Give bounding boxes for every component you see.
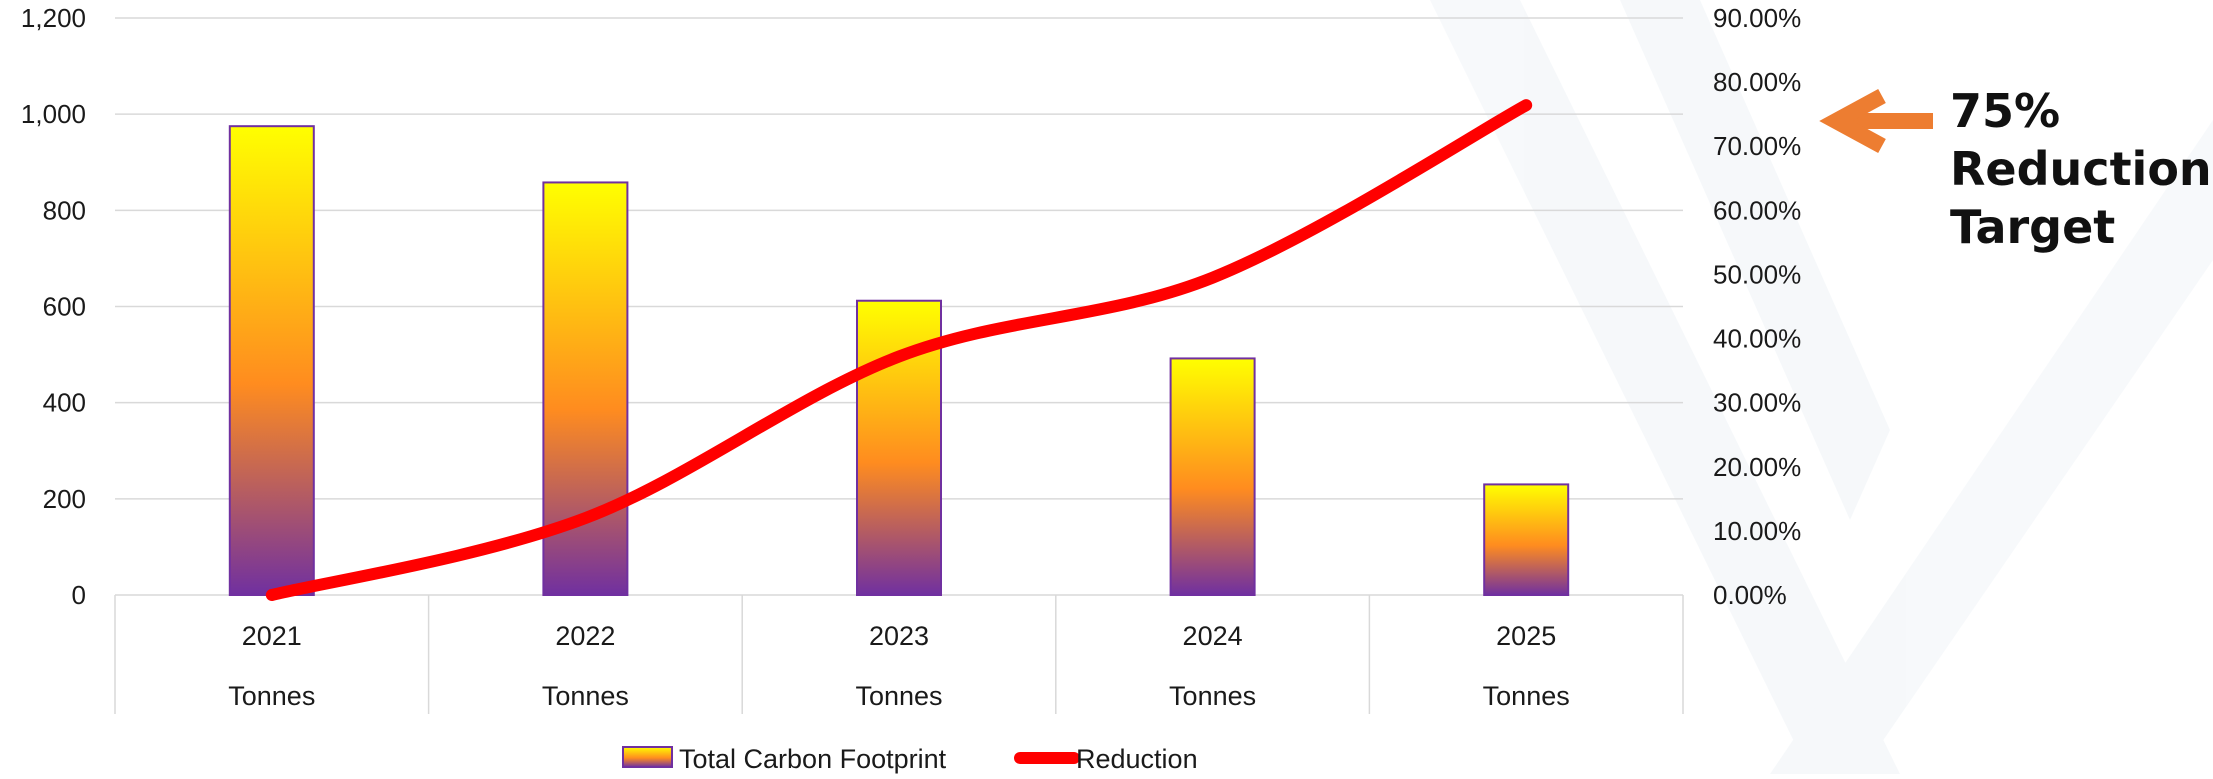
y-right-tick-label: 80.00% [1713,67,1801,97]
y-right-tick-label: 30.00% [1713,388,1801,418]
bar [1484,484,1568,595]
x-category-label: 2024 [1183,621,1243,651]
y-left-tick-label: 0 [72,580,86,610]
x-subcategory-label: Tonnes [1483,681,1570,711]
annotation-text-line: Reduction [1950,142,2212,196]
legend-label-bar: Total Carbon Footprint [679,744,947,774]
x-category-label: 2022 [555,621,615,651]
y-right-tick-label: 20.00% [1713,452,1801,482]
y-right-tick-label: 90.00% [1713,3,1801,33]
y-right-tick-label: 10.00% [1713,516,1801,546]
legend-swatch-bar [623,747,672,767]
y-left-tick-label: 1,200 [21,3,86,33]
watermark-shape [1430,0,2213,774]
x-subcategory-label: Tonnes [855,681,942,711]
legend: Total Carbon Footprint Reduction [623,744,1198,774]
y-right-tick-label: 50.00% [1713,259,1801,289]
x-category-label: 2025 [1496,621,1556,651]
y-left-tick-label: 400 [43,388,86,418]
x-subcategory-label: Tonnes [542,681,629,711]
annotation-text-line: Target [1950,200,2115,254]
y-left-tick-label: 1,000 [21,99,86,129]
y-right-tick-label: 40.00% [1713,324,1801,354]
bar [1171,358,1255,595]
y-right-tick-label: 60.00% [1713,195,1801,225]
x-subcategory-label: Tonnes [228,681,315,711]
annotation-text-line: 75% [1950,84,2060,138]
y-right-tick-label: 0.00% [1713,580,1787,610]
x-category-label: 2021 [242,621,302,651]
x-category-label: 2023 [869,621,929,651]
x-subcategory-label: Tonnes [1169,681,1256,711]
bar [230,126,314,595]
y-right-tick-label: 70.00% [1713,131,1801,161]
y-left-tick-label: 200 [43,484,86,514]
y-left-tick-label: 800 [43,195,86,225]
legend-label-line: Reduction [1076,744,1198,774]
y-left-tick-label: 600 [43,292,86,322]
